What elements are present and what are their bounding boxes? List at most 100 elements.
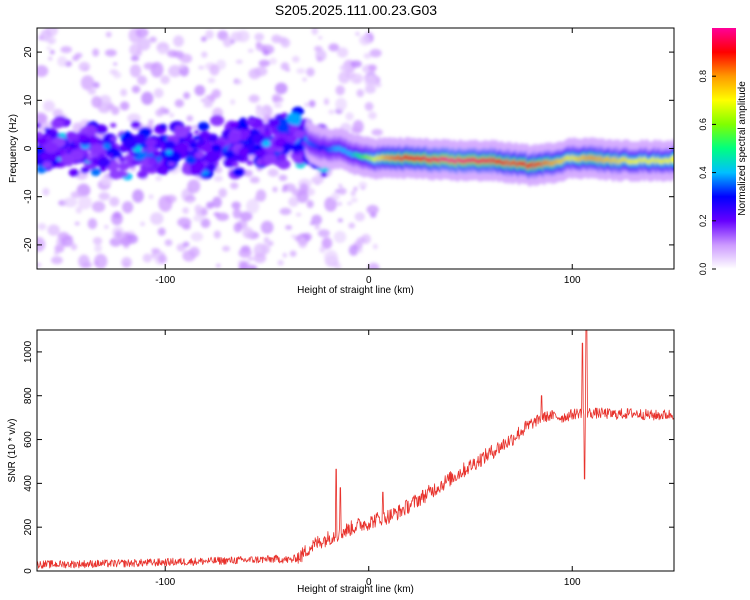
heatmap-cell: [364, 102, 374, 111]
heatmap-cell: [242, 227, 254, 239]
heatmap-cell: [350, 190, 356, 197]
heatmap-xtick-label: 100: [564, 275, 581, 286]
heatmap-cell: [314, 225, 321, 230]
heatmap-cell: [163, 140, 176, 150]
heatmap-cell: [37, 223, 47, 231]
heatmap-cell: [102, 143, 111, 150]
heatmap-cell: [189, 161, 206, 174]
heatmap-cell: [92, 81, 100, 89]
heatmap-cell: [182, 241, 190, 248]
heatmap-cell: [356, 89, 365, 98]
heatmap-cell: [187, 198, 193, 204]
heatmap-cell: [273, 133, 280, 138]
heatmap-cell: [316, 56, 323, 62]
heatmap-cell: [306, 200, 314, 209]
heatmap-cell: [189, 142, 198, 149]
heatmap-cell: [345, 112, 354, 121]
heatmap-cell: [291, 55, 300, 63]
heatmap-cell: [323, 99, 330, 106]
heatmap-cell: [276, 122, 290, 134]
heatmap-cell: [175, 142, 189, 154]
heatmap-cell: [130, 120, 141, 129]
heatmap-cell: [355, 32, 360, 36]
heatmap-ytick-label: 0: [23, 145, 34, 151]
heatmap-cell: [371, 128, 383, 136]
heatmap-cell: [109, 237, 122, 247]
heatmap-ridge-cell: [670, 155, 674, 164]
heatmap-cell: [282, 142, 294, 151]
heatmap-cell: [179, 63, 185, 70]
heatmap-cell: [193, 130, 200, 135]
heatmap-cell: [205, 29, 214, 40]
heatmap-cell: [293, 129, 306, 139]
heatmap-cell: [122, 201, 134, 214]
heatmap-cell: [43, 100, 55, 112]
heatmap-cell: [282, 252, 287, 258]
heatmap-cell: [246, 198, 260, 214]
heatmap-cell: [90, 168, 101, 177]
heatmap-cell: [187, 179, 201, 194]
heatmap-cell: [306, 67, 315, 77]
heatmap-cell: [328, 43, 340, 52]
heatmap-cell: [260, 220, 274, 234]
snr-ylabel: SNR (10 * v/v): [7, 419, 18, 483]
heatmap-cell: [92, 236, 103, 245]
heatmap-xlabel: Height of straight line (km): [297, 285, 414, 296]
heatmap-cell: [328, 109, 335, 115]
heatmap-cell: [200, 98, 205, 102]
snr-ytick-label: 400: [23, 475, 34, 492]
heatmap-cell: [374, 82, 382, 88]
colorbar-tick-label: 0.0: [698, 263, 708, 276]
heatmap-cell: [182, 208, 188, 213]
heatmap-cell: [120, 237, 132, 247]
heatmap-cell: [356, 248, 363, 253]
heatmap-cell: [194, 204, 203, 214]
heatmap-cell: [219, 141, 226, 146]
heatmap-cell: [295, 212, 302, 217]
heatmap-cell: [231, 121, 239, 128]
heatmap-cell: [247, 118, 256, 125]
heatmap-cell: [164, 239, 173, 247]
heatmap-ytick-label: -20: [23, 237, 34, 252]
heatmap-cell: [109, 69, 118, 75]
heatmap-cell: [268, 118, 280, 127]
heatmap-cell: [137, 75, 148, 86]
heatmap-cell: [80, 75, 95, 91]
heatmap-cell: [109, 196, 120, 207]
heatmap-cell: [337, 218, 343, 223]
heatmap-cell: [160, 75, 170, 85]
heatmap-cell: [110, 106, 120, 115]
heatmap-cell: [91, 201, 106, 213]
heatmap-cell: [272, 186, 278, 193]
heatmap-cell: [280, 62, 290, 71]
heatmap-cell: [173, 35, 184, 47]
heatmap-cell: [230, 99, 236, 105]
heatmap-cell: [338, 71, 351, 84]
heatmap-cell: [232, 161, 239, 167]
heatmap-cell: [98, 94, 112, 108]
heatmap-cell: [94, 253, 108, 269]
heatmap-cell: [212, 196, 222, 208]
heatmap-cell: [290, 234, 296, 239]
heatmap-cell: [253, 252, 267, 264]
heatmap-cell: [286, 112, 302, 125]
heatmap-ytick-label: 20: [23, 46, 34, 58]
heatmap-cell: [57, 56, 68, 67]
heatmap-cell: [211, 144, 222, 152]
heatmap-cell: [186, 115, 194, 122]
heatmap-cell: [369, 48, 382, 58]
heatmap-cell: [158, 195, 173, 212]
snr-ytick-label: 200: [23, 518, 34, 535]
heatmap-cell: [113, 62, 118, 66]
heatmap-cell: [184, 125, 192, 132]
heatmap-xtick-label: 0: [366, 275, 372, 286]
heatmap-cell: [238, 147, 249, 157]
heatmap-cell: [223, 150, 235, 159]
heatmap-cell: [127, 113, 141, 124]
heatmap-cell: [147, 158, 157, 166]
heatmap-cell: [248, 264, 258, 269]
heatmap-cell: [236, 30, 250, 43]
heatmap-cell: [137, 170, 148, 179]
heatmap-cell: [299, 183, 309, 194]
